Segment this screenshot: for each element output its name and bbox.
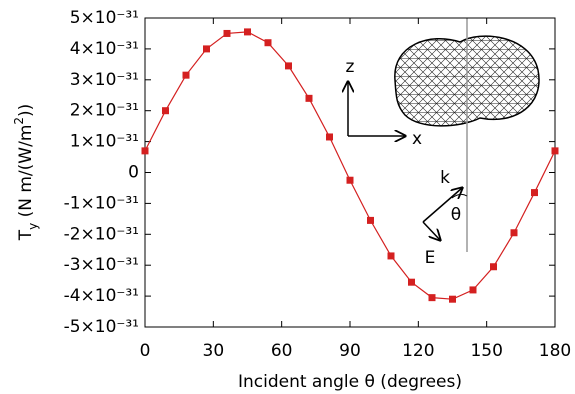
x-tick-label: 150: [470, 341, 502, 361]
y-tick-label: 4×10⁻³¹: [70, 39, 139, 59]
x-tick-label: 180: [539, 341, 571, 361]
data-point: [511, 229, 518, 236]
annotation: k: [440, 168, 450, 188]
inset: z x k θ E: [346, 18, 539, 268]
data-point: [490, 263, 497, 270]
data-point: [244, 28, 251, 35]
data-point: [367, 217, 374, 224]
data-point: [408, 279, 415, 286]
data-point: [449, 296, 456, 303]
data-point: [429, 294, 436, 301]
y-tick-label: 3×10⁻³¹: [70, 70, 139, 90]
y-tick-label: 5×10⁻³¹: [70, 8, 139, 28]
annotation: θ: [451, 205, 461, 225]
annotation: x: [412, 129, 422, 149]
x-tick-label: 0: [140, 341, 151, 361]
y-tick-label: -2×10⁻³¹: [64, 224, 139, 244]
data-point: [285, 62, 292, 69]
data-point: [552, 147, 559, 154]
y-tick-label: 1×10⁻³¹: [70, 132, 139, 152]
data-point: [388, 252, 395, 259]
y-tick-label: -3×10⁻³¹: [64, 255, 139, 275]
y-axis-label-part: )): [16, 104, 36, 117]
e-arrow: [423, 222, 440, 240]
data-point: [470, 286, 477, 293]
data-point: [265, 39, 272, 46]
y-tick-label: -1×10⁻³¹: [64, 193, 139, 213]
x-tick-label: 60: [271, 341, 293, 361]
y-tick-label: 0: [128, 163, 139, 183]
y-tick-label: 2×10⁻³¹: [70, 101, 139, 121]
y-axis-label: Ty (N m/(W/m2)): [12, 104, 40, 242]
y-axis-label-part: y: [26, 223, 40, 230]
data-point: [203, 45, 210, 52]
annotation: E: [425, 248, 436, 268]
data-point: [183, 72, 190, 79]
chart: z x k θ E Incident angle θ (degrees) -5×…: [0, 0, 575, 394]
x-tick-label: 120: [402, 341, 434, 361]
y-axis-label-part: (N m/(W/m: [16, 125, 36, 223]
x-tick-label: 30: [203, 341, 225, 361]
y-axis-label-part: 2: [12, 117, 26, 125]
data-point: [142, 147, 149, 154]
data-point: [162, 107, 169, 114]
data-point: [306, 95, 313, 102]
y-tick-label: -5×10⁻³¹: [64, 317, 139, 337]
data-point: [326, 133, 333, 140]
y-tick-label: -4×10⁻³¹: [64, 286, 139, 306]
x-axis-label: Incident angle θ (degrees): [238, 372, 462, 392]
data-point: [224, 30, 231, 37]
annotation: z: [346, 57, 355, 77]
data-point: [347, 177, 354, 184]
y-axis-label-part: T: [16, 229, 36, 241]
data-point: [531, 189, 538, 196]
x-tick-label: 90: [339, 341, 361, 361]
